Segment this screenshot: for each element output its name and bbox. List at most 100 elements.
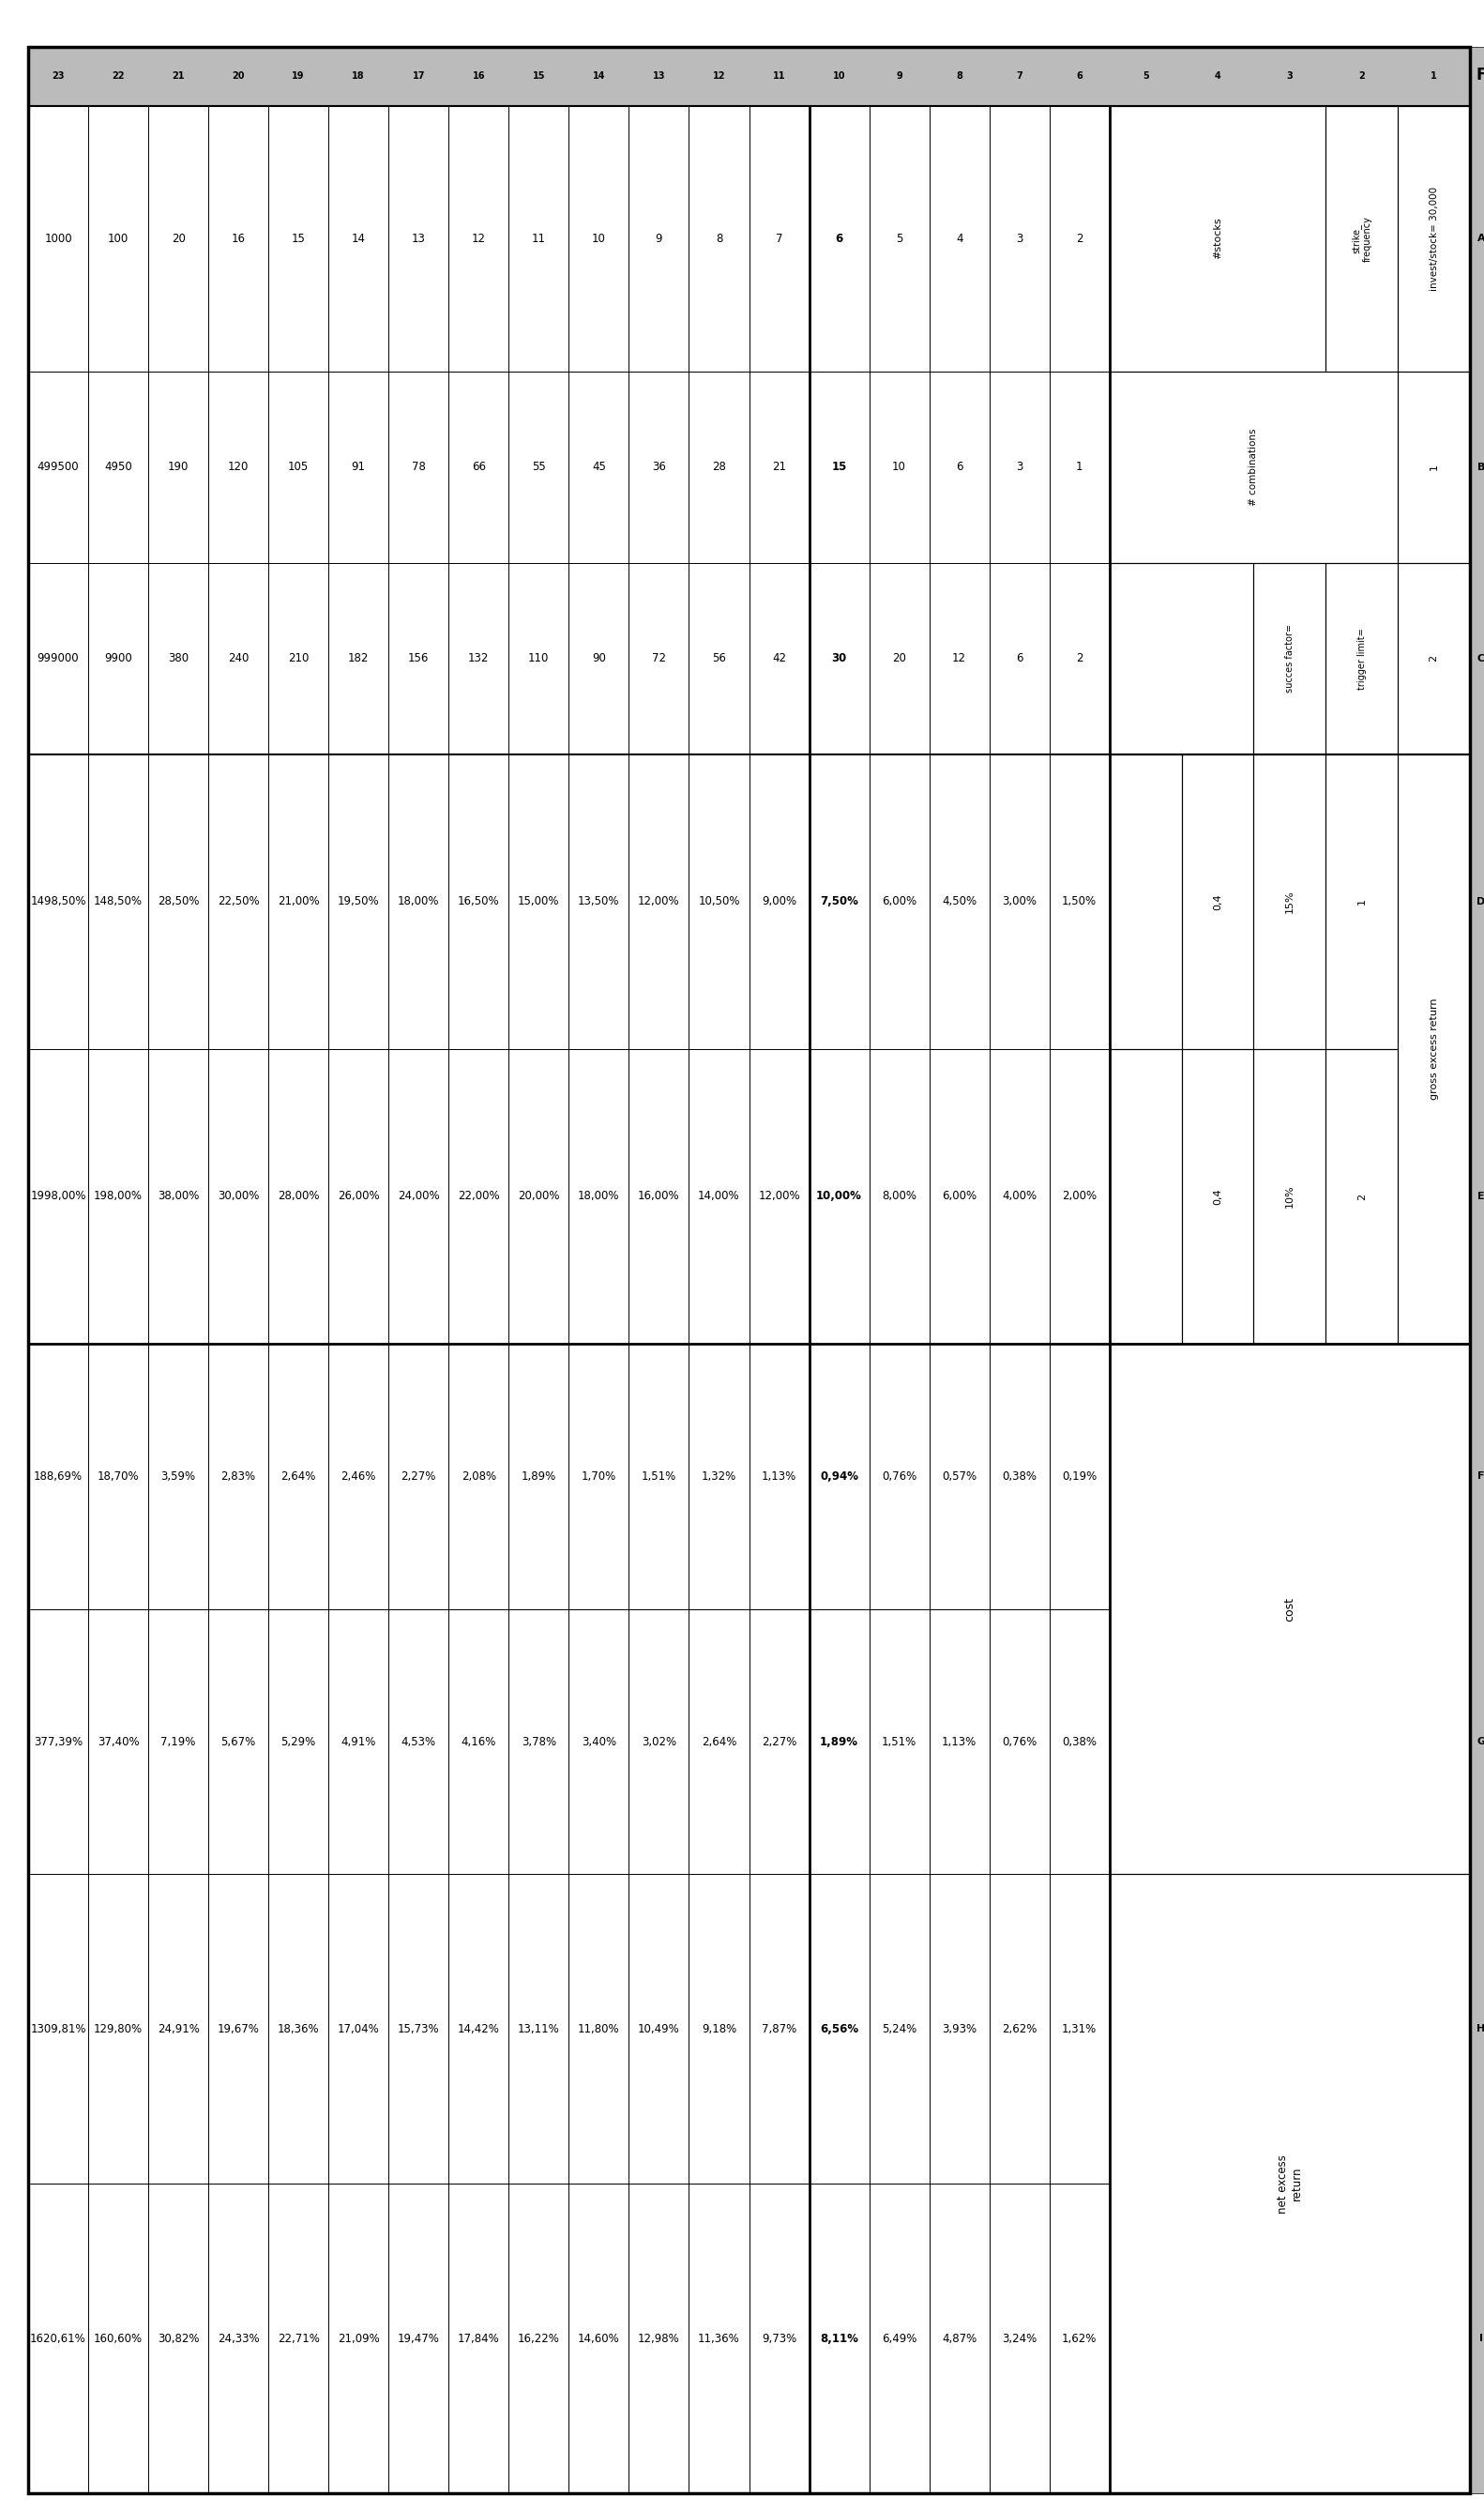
- Bar: [28, 106, 88, 372]
- Bar: [1110, 754, 1181, 1050]
- Bar: [88, 754, 148, 1050]
- Text: 11: 11: [773, 73, 785, 80]
- Text: 499500: 499500: [37, 460, 79, 472]
- Text: 2: 2: [1429, 656, 1438, 661]
- Bar: [929, 106, 990, 372]
- Text: 0,38%: 0,38%: [1002, 1470, 1037, 1482]
- Bar: [389, 1874, 448, 2183]
- Text: 380: 380: [168, 653, 188, 666]
- Bar: [269, 754, 328, 1050]
- Text: 7,19%: 7,19%: [160, 1736, 196, 1748]
- Text: 1: 1: [1076, 460, 1083, 472]
- Bar: [1181, 1050, 1254, 1344]
- Text: 1: 1: [1431, 73, 1437, 80]
- Text: 21,09%: 21,09%: [337, 2334, 380, 2344]
- Bar: [870, 563, 929, 754]
- Bar: [1110, 563, 1254, 754]
- Bar: [1110, 1344, 1471, 1874]
- Text: 4,00%: 4,00%: [1002, 1191, 1037, 1203]
- Bar: [568, 2183, 629, 2494]
- Text: 2,83%: 2,83%: [221, 1470, 255, 1482]
- Bar: [148, 2183, 208, 2494]
- Bar: [448, 1610, 509, 1874]
- Bar: [629, 1050, 689, 1344]
- Text: 10: 10: [892, 460, 907, 472]
- Bar: [1325, 106, 1398, 372]
- Text: 21: 21: [772, 460, 787, 472]
- Bar: [389, 563, 448, 754]
- Bar: [1398, 563, 1471, 754]
- Bar: [208, 2183, 269, 2494]
- Text: 10,00%: 10,00%: [816, 1191, 862, 1203]
- Bar: [689, 1050, 749, 1344]
- Text: 2,64%: 2,64%: [280, 1470, 316, 1482]
- Text: 72: 72: [651, 653, 666, 666]
- Text: 38,00%: 38,00%: [157, 1191, 199, 1203]
- Text: 198,00%: 198,00%: [93, 1191, 142, 1203]
- Text: 3,78%: 3,78%: [521, 1736, 556, 1748]
- Bar: [1398, 754, 1471, 1344]
- Bar: [1049, 754, 1110, 1050]
- Bar: [1325, 754, 1398, 1050]
- Text: 129,80%: 129,80%: [93, 2022, 142, 2035]
- Text: 14: 14: [352, 234, 365, 244]
- Text: gross excess return: gross excess return: [1429, 997, 1438, 1100]
- Bar: [1398, 754, 1471, 1344]
- Text: 1000: 1000: [45, 234, 73, 244]
- Bar: [389, 1050, 448, 1344]
- Text: D: D: [1477, 897, 1484, 907]
- Text: 24,91%: 24,91%: [157, 2022, 199, 2035]
- Bar: [269, 372, 328, 563]
- Bar: [1049, 2183, 1110, 2494]
- Text: 10,50%: 10,50%: [697, 897, 741, 907]
- Bar: [1110, 1874, 1471, 2494]
- Text: 30,00%: 30,00%: [218, 1191, 260, 1203]
- Text: 21,00%: 21,00%: [278, 897, 319, 907]
- Bar: [148, 1050, 208, 1344]
- Text: 56: 56: [712, 653, 726, 666]
- Bar: [1398, 372, 1471, 563]
- Text: invest/stock= 30,000: invest/stock= 30,000: [1429, 186, 1438, 291]
- Text: 18,70%: 18,70%: [98, 1470, 139, 1482]
- Bar: [689, 372, 749, 563]
- Text: 2,08%: 2,08%: [462, 1470, 496, 1482]
- Bar: [269, 1050, 328, 1344]
- Bar: [148, 372, 208, 563]
- Bar: [328, 1344, 389, 1610]
- Bar: [509, 2183, 568, 2494]
- Text: 22,71%: 22,71%: [278, 2334, 319, 2344]
- Bar: [448, 754, 509, 1050]
- Text: 19: 19: [292, 73, 304, 80]
- Bar: [870, 2183, 929, 2494]
- Bar: [28, 106, 1471, 2494]
- Bar: [689, 1344, 749, 1610]
- Bar: [269, 1344, 328, 1610]
- Text: 24,00%: 24,00%: [398, 1191, 439, 1203]
- Text: 17: 17: [413, 73, 424, 80]
- Text: 182: 182: [349, 653, 370, 666]
- Bar: [448, 563, 509, 754]
- Text: 0,76%: 0,76%: [1002, 1736, 1037, 1748]
- Bar: [389, 754, 448, 1050]
- Bar: [568, 1610, 629, 1874]
- Bar: [328, 563, 389, 754]
- Bar: [1110, 563, 1254, 754]
- Bar: [509, 372, 568, 563]
- Bar: [208, 563, 269, 754]
- Text: 30,82%: 30,82%: [157, 2334, 199, 2344]
- Text: 1,70%: 1,70%: [582, 1470, 616, 1482]
- Bar: [269, 2183, 328, 2494]
- Text: 15,00%: 15,00%: [518, 897, 559, 907]
- Bar: [929, 1874, 990, 2183]
- Bar: [629, 754, 689, 1050]
- Text: 1,89%: 1,89%: [821, 1736, 858, 1748]
- Bar: [568, 1344, 629, 1610]
- Text: 2: 2: [1076, 653, 1083, 666]
- Bar: [1325, 106, 1398, 372]
- Text: 4950: 4950: [104, 460, 132, 472]
- Text: 10: 10: [833, 73, 846, 80]
- Bar: [990, 754, 1049, 1050]
- Text: succes factor=: succes factor=: [1285, 625, 1294, 693]
- Text: 18,00%: 18,00%: [398, 897, 439, 907]
- Bar: [1471, 48, 1484, 2494]
